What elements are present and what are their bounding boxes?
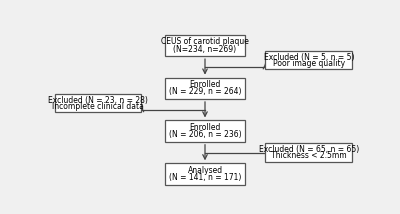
FancyBboxPatch shape [266, 144, 352, 162]
Text: Analysed: Analysed [188, 166, 222, 175]
Text: Excluded (N = 23, n = 28): Excluded (N = 23, n = 28) [48, 95, 148, 105]
FancyBboxPatch shape [266, 51, 352, 69]
FancyBboxPatch shape [165, 78, 245, 99]
FancyBboxPatch shape [165, 120, 245, 142]
Text: (N = 141, n = 171): (N = 141, n = 171) [169, 173, 241, 182]
Text: Excluded (N = 5, n = 5): Excluded (N = 5, n = 5) [264, 53, 354, 62]
Text: (N = 229, n = 264): (N = 229, n = 264) [169, 88, 241, 97]
Text: Enrolled: Enrolled [189, 80, 221, 89]
Text: Excluded (N = 65, n = 65): Excluded (N = 65, n = 65) [259, 145, 359, 154]
Text: Poor image quality: Poor image quality [273, 59, 345, 68]
FancyBboxPatch shape [55, 94, 142, 112]
FancyBboxPatch shape [165, 35, 245, 56]
Text: (N = 206, n = 236): (N = 206, n = 236) [169, 130, 241, 139]
Text: (N=234, n=269): (N=234, n=269) [174, 45, 236, 54]
Text: Incomplete clinical data: Incomplete clinical data [52, 102, 144, 111]
Text: CEUS of carotid plaque: CEUS of carotid plaque [161, 37, 249, 46]
Text: Thickness < 2.5mm: Thickness < 2.5mm [271, 151, 347, 160]
Text: Enrolled: Enrolled [189, 123, 221, 132]
FancyBboxPatch shape [165, 163, 245, 185]
